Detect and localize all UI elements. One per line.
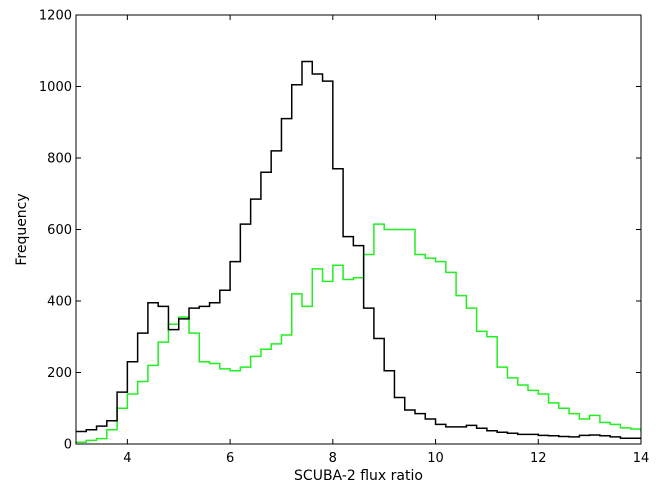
x-tick-label: 8 (329, 451, 337, 466)
plot-frame (75, 14, 642, 445)
y-axis: 0 200 400 600 800 1000 1200 (39, 9, 641, 453)
x-axis-label: SCUBA-2 flux ratio (294, 468, 423, 484)
x-tick-label: 10 (427, 451, 444, 466)
histogram-series-1 (76, 60, 641, 440)
y-tick-label: 1000 (39, 80, 72, 95)
x-tick-label: 12 (530, 451, 547, 466)
x-tick-label: 6 (226, 451, 234, 466)
x-axis: 4 6 8 10 12 14 (123, 15, 649, 466)
y-tick-label: 0 (64, 438, 72, 453)
plot-area (76, 60, 641, 443)
y-tick-label: 600 (47, 223, 72, 238)
y-axis-label: Frequency (14, 193, 30, 265)
y-tick-label: 200 (47, 366, 72, 381)
x-tick-label: 4 (123, 451, 131, 466)
y-tick-label: 1200 (39, 9, 72, 24)
histogram-series-2 (76, 223, 641, 443)
y-tick-label: 400 (47, 295, 72, 310)
x-tick-label: 14 (633, 451, 650, 466)
y-tick-label: 800 (47, 152, 72, 167)
